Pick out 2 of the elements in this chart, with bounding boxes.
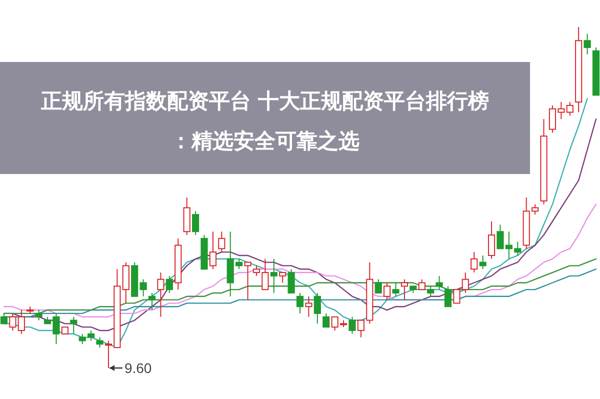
annotation: 9.60 [124,360,152,376]
text: 正规所有指数配资平台 十大正规配资平台排行榜：精选安全可靠之选 [40,89,490,153]
